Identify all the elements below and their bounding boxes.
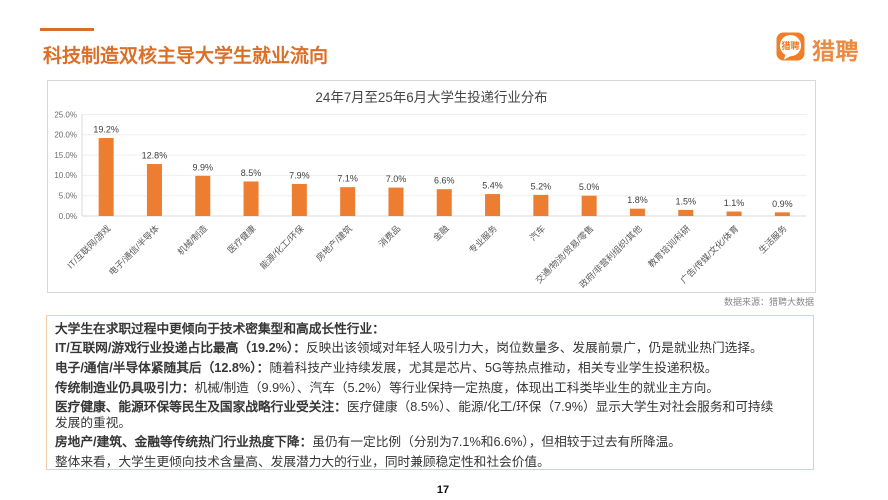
svg-text:9.9%: 9.9% <box>192 162 213 172</box>
svg-text:汽车: 汽车 <box>527 223 547 243</box>
svg-text:1.1%: 1.1% <box>724 198 745 208</box>
svg-text:生活服务: 生活服务 <box>756 223 789 256</box>
svg-text:0.0%: 0.0% <box>59 212 77 221</box>
svg-text:专业服务: 专业服务 <box>466 223 499 256</box>
svg-text:教育培训/科研: 教育培训/科研 <box>645 222 692 269</box>
svg-text:能源/化工/环保: 能源/化工/环保 <box>257 222 306 271</box>
svg-text:20.0%: 20.0% <box>54 131 77 140</box>
svg-text:房地产/建筑: 房地产/建筑 <box>313 222 354 263</box>
svg-text:猎聘: 猎聘 <box>781 40 799 51</box>
svg-text:6.6%: 6.6% <box>434 176 455 186</box>
svg-text:消费品: 消费品 <box>376 223 403 250</box>
svg-text:1.8%: 1.8% <box>627 195 648 205</box>
svg-text:0.9%: 0.9% <box>772 199 793 209</box>
svg-text:5.4%: 5.4% <box>482 181 503 191</box>
svg-text:5.2%: 5.2% <box>531 181 552 191</box>
svg-text:电子/通信/半导体: 电子/通信/半导体 <box>106 222 161 277</box>
svg-text:医疗健康: 医疗健康 <box>225 223 258 256</box>
svg-text:7.1%: 7.1% <box>337 174 358 184</box>
svg-text:金融: 金融 <box>430 223 450 243</box>
svg-text:10.0%: 10.0% <box>54 171 77 180</box>
svg-text:8.5%: 8.5% <box>241 168 262 178</box>
svg-text:机械/制造: 机械/制造 <box>175 222 210 257</box>
svg-text:IT/互联网/游戏: IT/互联网/游戏 <box>65 223 113 271</box>
svg-text:7.0%: 7.0% <box>386 174 407 184</box>
svg-text:1.5%: 1.5% <box>675 196 696 206</box>
svg-text:5.0%: 5.0% <box>59 192 77 201</box>
svg-text:19.2%: 19.2% <box>93 125 119 135</box>
svg-text:5.0%: 5.0% <box>579 182 600 192</box>
svg-text:25.0%: 25.0% <box>54 110 77 119</box>
svg-text:15.0%: 15.0% <box>54 151 77 160</box>
svg-text:7.9%: 7.9% <box>289 170 310 180</box>
svg-text:12.8%: 12.8% <box>142 151 168 161</box>
